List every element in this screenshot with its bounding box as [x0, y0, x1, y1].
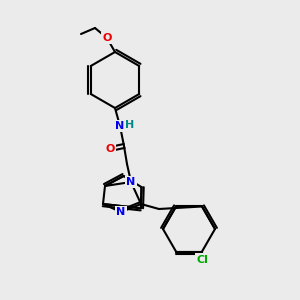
- Text: O: O: [105, 144, 115, 154]
- Text: N: N: [116, 121, 124, 131]
- Text: O: O: [102, 33, 112, 43]
- Text: Cl: Cl: [196, 254, 208, 265]
- Text: N: N: [116, 207, 126, 217]
- Text: N: N: [126, 177, 136, 187]
- Text: H: H: [125, 120, 135, 130]
